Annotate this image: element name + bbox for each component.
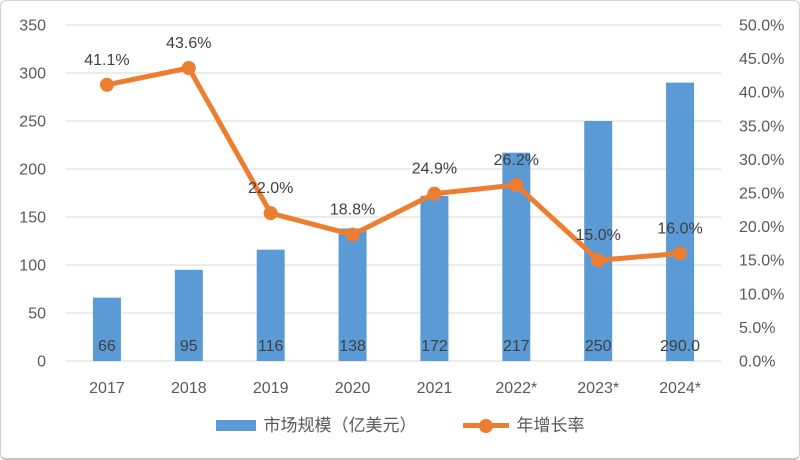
plot-area: 0 50 100 150 200 250 300 350 0.0% 5.0% 10.0% 15.0% 2… [19, 18, 784, 398]
legend: 市场规模（亿美元） 年增长率 [1, 417, 799, 434]
growth-value-label: 26.2% [494, 152, 539, 169]
bar [338, 228, 367, 361]
legend-label-market-size: 市场规模（亿美元） [263, 416, 417, 435]
y2-axis-tick-label: 25.0% [739, 186, 784, 203]
growth-line-marker [509, 177, 524, 192]
y-axis-tick-label: 50 [28, 306, 46, 323]
x-axis-label: 2020 [335, 380, 371, 397]
y-axis-tick-label: 200 [19, 162, 46, 179]
growth-line-marker [673, 246, 688, 261]
growth-line-marker [591, 253, 606, 268]
bar [420, 195, 449, 361]
line-marker-dot-icon [478, 418, 493, 433]
bar-value-label: 116 [258, 338, 284, 355]
growth-value-label: 24.9% [412, 161, 457, 178]
growth-line [104, 65, 683, 263]
bar-series-swatch-icon [215, 420, 256, 431]
growth-value-label: 15.0% [576, 227, 621, 244]
line-series-swatch-icon [462, 418, 509, 433]
y-axis-tick-label: 250 [19, 114, 46, 131]
bar-value-label: 138 [339, 338, 366, 355]
bar-value-label: 290.0 [660, 338, 700, 355]
bar-value-label: 66 [98, 338, 116, 355]
y2-axis-tick-label: 20.0% [739, 219, 784, 236]
growth-line-marker [345, 227, 360, 242]
bar [174, 269, 203, 361]
y-axis-tick-label: 0 [37, 354, 46, 371]
x-axis-label: 2019 [253, 380, 289, 397]
x-axis-label: 2024* [659, 380, 701, 397]
y2-axis-tick-label: 45.0% [739, 51, 784, 68]
y-axis-tick-label: 300 [19, 66, 46, 83]
growth-line-marker [99, 77, 114, 92]
bar [256, 249, 285, 361]
growth-value-label: 16.0% [657, 220, 702, 237]
bar-value-label: 250 [585, 338, 612, 355]
y2-axis-tick-label: 30.0% [739, 152, 784, 169]
y2-axis-tick-label: 5.0% [739, 320, 775, 337]
growth-line-marker [181, 61, 196, 76]
bar-value-label: 95 [180, 338, 198, 355]
x-axis-label: 2023* [577, 380, 619, 397]
y2-axis-tick-label: 50.0% [739, 18, 784, 35]
legend-label-growth-rate: 年增长率 [516, 416, 585, 435]
x-axis-label: 2017 [89, 380, 125, 397]
bar-value-label: 217 [503, 338, 530, 355]
bar-value-label: 172 [421, 338, 448, 355]
x-axis-label: 2022* [495, 380, 537, 397]
growth-line-marker [427, 186, 442, 201]
y2-axis-tick-label: 0.0% [739, 354, 775, 371]
growth-value-label: 22.0% [248, 180, 293, 197]
bar [584, 121, 613, 361]
growth-value-label: 41.1% [84, 52, 129, 69]
legend-item-market-size: 市场规模（亿美元） [215, 416, 417, 435]
growth-line-marker [263, 206, 278, 221]
y-axis-tick-label: 100 [19, 258, 46, 275]
growth-value-label: 43.6% [166, 35, 211, 52]
y2-axis-tick-label: 40.0% [739, 85, 784, 102]
y2-axis-tick-label: 10.0% [739, 286, 784, 303]
bar [666, 82, 695, 361]
growth-value-label: 18.8% [330, 202, 375, 219]
y-axis-tick-label: 350 [19, 18, 46, 35]
y-axis-tick-label: 150 [19, 210, 46, 227]
bar [92, 297, 121, 361]
y2-axis-tick-label: 35.0% [739, 118, 784, 135]
legend-item-growth-rate: 年增长率 [462, 416, 585, 435]
x-axis-label: 2018 [171, 380, 207, 397]
x-axis-label: 2021 [417, 380, 453, 397]
y2-axis-tick-label: 15.0% [739, 253, 784, 270]
